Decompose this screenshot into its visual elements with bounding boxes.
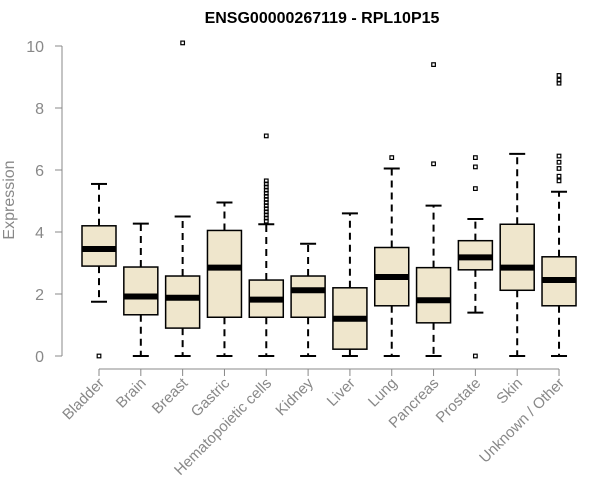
chart-title: ENSG00000267119 - RPL10P15 [205,10,440,27]
outlier-point [556,73,562,78]
outlier-point [431,161,436,167]
box-pancreas [415,62,452,357]
boxes-group [81,40,577,359]
outlier-point [472,164,478,170]
x-tick-label: Kidney [272,374,317,419]
outlier-point [263,178,269,184]
y-axis: 0 2 4 6 8 10 [26,39,63,366]
x-tick-label: Prostate [433,375,485,427]
outlier-point [389,155,395,161]
iqr-box [206,229,243,318]
box-brain [123,222,159,357]
outlier-point [472,353,478,359]
y-tick-label: 4 [35,225,44,242]
x-tick-label: Lung [365,375,401,411]
iqr-box [415,266,452,324]
iqr-box [123,266,159,316]
outlier-point [431,62,436,67]
y-tick-label: 10 [26,39,44,56]
x-tick-label: Skin [493,375,526,408]
outlier-point [472,155,478,161]
outlier-point [472,186,478,192]
outlier-point [556,178,562,184]
outlier-point [556,159,562,165]
box-skin [499,152,535,357]
box-lung [373,155,410,357]
outlier-point [263,133,269,139]
box-bladder [81,182,117,359]
iqr-box [499,223,535,292]
iqr-box [81,225,117,267]
y-tick-label: 6 [35,163,44,180]
y-tick-label: 8 [35,101,44,118]
outlier-point [556,173,562,179]
x-tick-label: Bladder [59,375,108,424]
iqr-box [164,275,201,329]
box-unknown-other [541,73,577,357]
iqr-box [290,275,326,318]
y-tick-label: 0 [35,349,44,366]
x-tick-label: Breast [149,374,192,417]
x-tick-label: Brain [113,375,150,412]
box-liver [332,212,368,357]
outlier-point [556,77,562,83]
box-kidney [290,242,326,357]
outlier-point [556,153,562,159]
outlier-point [180,40,186,46]
y-tick-label: 2 [35,287,44,304]
x-tick-label: Liver [324,375,359,410]
outlier-point [556,166,562,171]
box-hematopoietic-cells [248,133,285,357]
box-breast [164,40,201,357]
outlier-point [96,353,102,359]
box-gastric [206,201,243,357]
box-prostate [457,155,494,359]
y-axis-label: Expression [1,160,18,239]
